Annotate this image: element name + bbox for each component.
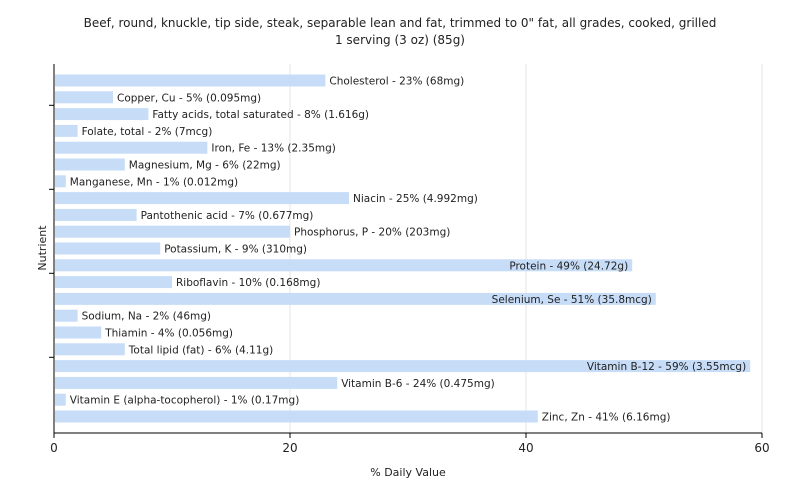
bar-label: Riboflavin - 10% (0.168mg) [176,277,320,289]
bar-label: Thiamin - 4% (0.056mg) [104,328,233,340]
x-tick-label: 40 [518,441,533,455]
x-tick-label: 0 [50,441,58,455]
bar-label: Protein - 49% (24.72g) [509,260,628,272]
bar-label: Folate, total - 2% (7mcg) [82,126,213,138]
bar [55,242,161,255]
bar [55,376,338,389]
bar-label: Vitamin E (alpha-tocopherol) - 1% (0.17m… [70,395,299,407]
bar [55,309,78,322]
bar [55,225,290,238]
bar [55,108,149,121]
x-tick-label: 20 [282,441,297,455]
bar [55,292,656,305]
axes-group: 0 20 40 60 [49,64,770,455]
bar-label: Sodium, Na - 2% (46mg) [82,311,211,323]
bar-label: Zinc, Zn - 41% (6.16mg) [542,412,671,424]
bar-label: Vitamin B-12 - 59% (3.55mcg) [587,361,746,373]
bar [55,208,137,221]
bar-label: Potassium, K - 9% (310mg) [164,244,307,256]
bar-label: Manganese, Mn - 1% (0.012mg) [70,176,238,188]
bar-label: Niacin - 25% (4.992mg) [353,193,478,205]
bar [55,124,78,137]
x-axis-title: % Daily Value [370,466,446,479]
bar [55,158,125,171]
bar [55,91,113,104]
bar [55,360,751,373]
x-tick-label: 60 [754,441,769,455]
bar-label: Cholesterol - 23% (68mg) [329,76,464,88]
bar-labels-group: Cholesterol - 23% (68mg) Copper, Cu - 5% … [70,76,746,424]
bar [55,326,102,339]
chart-subtitle: 1 serving (3 oz) (85g) [335,33,465,47]
bar [55,141,208,154]
bar-label: Magnesium, Mg - 6% (22mg) [129,160,281,172]
bar-label: Selenium, Se - 51% (35.8mcg) [492,294,652,306]
bar-label: Vitamin B-6 - 24% (0.475mg) [341,378,495,390]
bar-label: Fatty acids, total saturated - 8% (1.616… [152,109,369,121]
bar-label: Pantothenic acid - 7% (0.677mg) [141,210,314,222]
bar [55,259,633,272]
bar [55,192,349,205]
y-axis-title: Nutrient [36,225,49,271]
bar-label: Total lipid (fat) - 6% (4.11g) [128,344,273,356]
chart-title: Beef, round, knuckle, tip side, steak, s… [84,16,717,30]
bar [55,276,172,289]
bar [55,175,66,188]
bar-label: Phosphorus, P - 20% (203mg) [294,227,450,239]
bar-label: Iron, Fe - 13% (2.35mg) [211,143,335,155]
bar [55,393,66,406]
bar [55,343,125,356]
bars-group [55,74,751,423]
bar [55,410,538,423]
bar [55,74,326,87]
bar-label: Copper, Cu - 5% (0.095mg) [117,92,261,104]
